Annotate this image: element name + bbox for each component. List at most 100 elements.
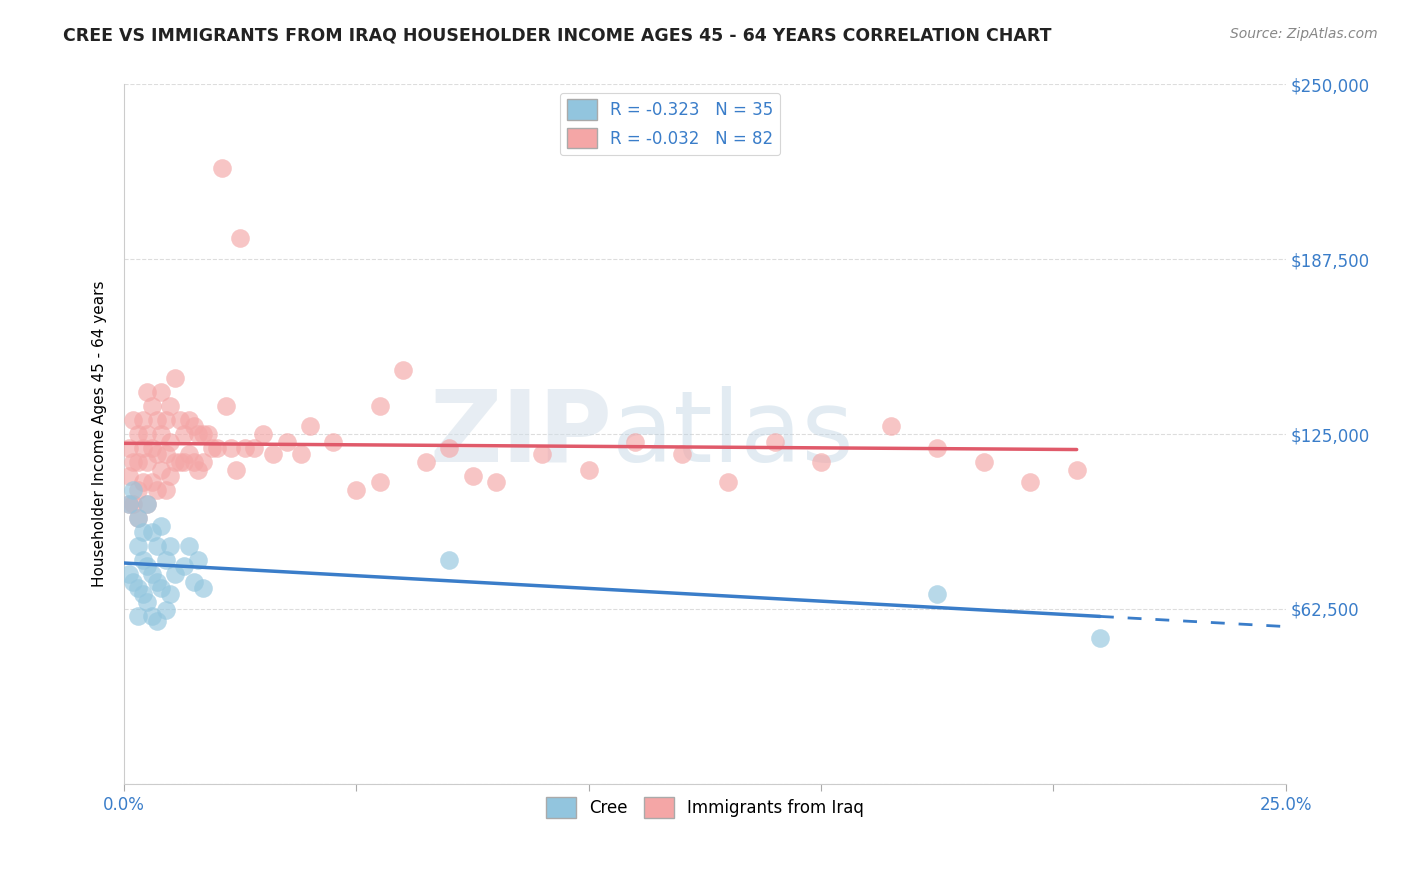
Point <box>150 463 173 477</box>
Point <box>150 519 173 533</box>
Point <box>155 413 177 427</box>
Point <box>368 475 391 489</box>
Point <box>461 469 484 483</box>
Point <box>155 447 177 461</box>
Point <box>243 441 266 455</box>
Y-axis label: Householder Income Ages 45 - 64 years: Householder Income Ages 45 - 64 years <box>93 281 107 587</box>
Point <box>197 427 219 442</box>
Point <box>150 385 173 400</box>
Point <box>141 441 163 455</box>
Point <box>191 455 214 469</box>
Point <box>439 553 461 567</box>
Point <box>165 455 187 469</box>
Point <box>145 575 167 590</box>
Point <box>136 427 159 442</box>
Point <box>810 455 832 469</box>
Point <box>205 441 228 455</box>
Point <box>122 455 145 469</box>
Point <box>127 539 149 553</box>
Point <box>262 447 284 461</box>
Point <box>183 575 205 590</box>
Point <box>531 447 554 461</box>
Point <box>177 539 200 553</box>
Point <box>117 497 139 511</box>
Point <box>141 524 163 539</box>
Point <box>141 566 163 581</box>
Point <box>229 231 252 245</box>
Point <box>233 441 256 455</box>
Point <box>145 615 167 629</box>
Point <box>276 435 298 450</box>
Point <box>717 475 740 489</box>
Point <box>169 413 191 427</box>
Point <box>159 469 181 483</box>
Point <box>173 455 195 469</box>
Text: atlas: atlas <box>612 385 853 483</box>
Point <box>159 435 181 450</box>
Point <box>201 441 224 455</box>
Point <box>131 553 153 567</box>
Point <box>141 399 163 413</box>
Point <box>298 418 321 433</box>
Point <box>173 427 195 442</box>
Point <box>191 427 214 442</box>
Point <box>127 427 149 442</box>
Point <box>415 455 437 469</box>
Point <box>127 511 149 525</box>
Point <box>1088 632 1111 646</box>
Point <box>671 447 693 461</box>
Point <box>159 586 181 600</box>
Point <box>145 413 167 427</box>
Point <box>183 418 205 433</box>
Point <box>127 581 149 595</box>
Point <box>225 463 247 477</box>
Point <box>183 455 205 469</box>
Text: ZIP: ZIP <box>429 385 612 483</box>
Point <box>122 575 145 590</box>
Point <box>211 161 233 176</box>
Point <box>131 524 153 539</box>
Point <box>973 455 995 469</box>
Point <box>127 455 149 469</box>
Point <box>122 483 145 497</box>
Point <box>127 511 149 525</box>
Point <box>136 385 159 400</box>
Point <box>187 427 209 442</box>
Point <box>117 497 139 511</box>
Point <box>290 447 312 461</box>
Point <box>136 558 159 573</box>
Point <box>177 447 200 461</box>
Point <box>322 435 344 450</box>
Point <box>141 608 163 623</box>
Point <box>159 539 181 553</box>
Point <box>368 399 391 413</box>
Point <box>136 497 159 511</box>
Point <box>187 553 209 567</box>
Point <box>136 455 159 469</box>
Point <box>578 463 600 477</box>
Point <box>155 553 177 567</box>
Text: CREE VS IMMIGRANTS FROM IRAQ HOUSEHOLDER INCOME AGES 45 - 64 YEARS CORRELATION C: CREE VS IMMIGRANTS FROM IRAQ HOUSEHOLDER… <box>63 27 1052 45</box>
Point <box>145 483 167 497</box>
Point <box>141 475 163 489</box>
Point <box>145 539 167 553</box>
Point <box>173 558 195 573</box>
Point <box>215 399 238 413</box>
Point <box>1019 475 1042 489</box>
Point <box>131 475 153 489</box>
Point <box>117 469 139 483</box>
Text: Source: ZipAtlas.com: Source: ZipAtlas.com <box>1230 27 1378 41</box>
Point <box>485 475 508 489</box>
Point <box>131 586 153 600</box>
Point <box>439 441 461 455</box>
Point <box>131 413 153 427</box>
Point <box>219 441 242 455</box>
Point <box>127 608 149 623</box>
Point <box>155 483 177 497</box>
Point <box>392 363 415 377</box>
Point <box>1066 463 1088 477</box>
Point <box>187 463 209 477</box>
Point <box>117 441 139 455</box>
Point <box>169 455 191 469</box>
Point <box>344 483 367 497</box>
